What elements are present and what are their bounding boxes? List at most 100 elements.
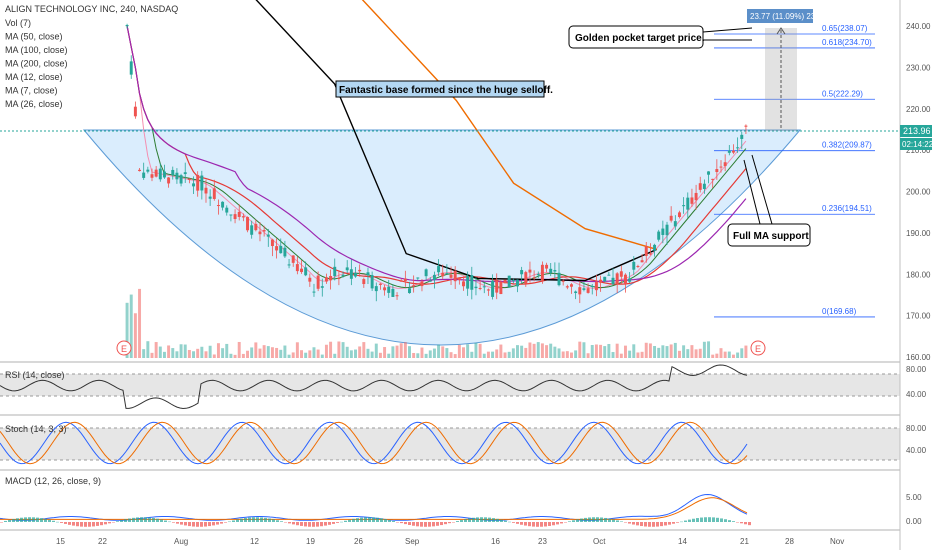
candle-body	[179, 175, 183, 184]
candle-body	[570, 284, 573, 287]
macd-histogram-bar	[288, 522, 291, 524]
macd-histogram-bar	[104, 522, 107, 525]
candle-body	[138, 169, 142, 172]
price-tick: 240.00	[906, 22, 931, 31]
candle-body	[470, 275, 474, 290]
candle-body	[295, 264, 299, 272]
volume-bar	[162, 351, 166, 358]
macd-histogram-bar	[636, 522, 639, 526]
indicator-legend: Vol (7) MA (50, close) MA (100, close) MA (…	[5, 18, 68, 109]
macd-histogram-bar	[40, 518, 43, 522]
rsi-tick: 40.00	[906, 390, 927, 399]
earnings-label: E	[755, 344, 761, 354]
candle-body	[499, 281, 503, 295]
macd-histogram-bar	[52, 520, 55, 522]
candle-body	[378, 283, 382, 285]
candle-body	[324, 277, 328, 282]
macd-histogram-bar	[0, 522, 3, 523]
candle-body	[366, 272, 370, 276]
candle-body	[341, 274, 345, 277]
macd-histogram-bar	[436, 522, 439, 526]
macd-histogram-bar	[612, 519, 615, 522]
macd-histogram-bar	[708, 517, 711, 522]
volume-bar	[150, 352, 154, 358]
macd-histogram-bar	[640, 522, 643, 527]
support-callout-text: Full MA support	[733, 231, 809, 242]
volume-bar	[491, 351, 495, 358]
volume-bar	[507, 351, 511, 358]
macd-histogram-bar	[208, 522, 211, 527]
indicator-legend-item: Vol (7)	[5, 18, 31, 28]
volume-bar	[624, 345, 627, 358]
macd-histogram-bar	[344, 520, 347, 522]
volume-bar	[324, 344, 328, 358]
candle-body	[594, 281, 598, 291]
candle-body	[590, 285, 594, 287]
macd-histogram-bar	[432, 522, 435, 527]
candle-body	[304, 267, 308, 276]
volume-bar	[125, 302, 129, 358]
volume-bar	[187, 349, 191, 358]
candle-body	[578, 287, 582, 295]
rsi-title: RSI (14, close)	[5, 370, 65, 380]
volume-bar	[545, 345, 549, 358]
candle-body	[462, 281, 465, 287]
macd-histogram-bar	[696, 518, 699, 522]
macd-histogram-bar	[16, 518, 19, 522]
macd-histogram-bar	[364, 517, 367, 522]
volume-bar	[557, 348, 561, 358]
candle-body	[154, 169, 158, 177]
earnings-marker[interactable]	[116, 340, 132, 356]
volume-bar	[644, 342, 648, 358]
macd-histogram-bar	[492, 518, 495, 522]
macd-histogram-bar	[656, 522, 659, 527]
candle-body	[474, 286, 478, 289]
volume-bar	[241, 353, 245, 358]
candle-body	[574, 291, 578, 294]
macd-histogram-bar	[140, 517, 143, 522]
macd-histogram-bar	[328, 522, 331, 525]
macd-histogram-bar	[748, 522, 751, 526]
earnings-marker[interactable]	[750, 340, 766, 356]
fib-label: 0.382(209.87)	[822, 141, 872, 150]
volume-bar	[270, 347, 274, 358]
moving-averages	[126, 0, 747, 289]
volume-bar	[308, 350, 312, 358]
candle-body	[395, 295, 399, 297]
volume-bar	[374, 343, 378, 358]
candle-body	[482, 286, 486, 288]
candle-body	[677, 212, 681, 217]
time-tick: 12	[250, 537, 259, 546]
macd-histogram-bar	[644, 522, 647, 527]
candle-body	[653, 244, 657, 251]
volume-bar	[578, 341, 582, 358]
macd-histogram-bar	[724, 519, 727, 522]
candle-body	[702, 183, 706, 189]
macd-histogram-bar	[200, 522, 203, 527]
macd-title: MACD (12, 26, close, 9)	[5, 476, 101, 486]
macd-histogram-bar	[688, 519, 691, 522]
macd-histogram-bar	[596, 517, 599, 522]
macd-histogram-bar	[320, 522, 323, 527]
volume-bar	[287, 354, 291, 358]
macd-histogram-bar	[112, 522, 115, 523]
stoch-title: Stoch (14, 3, 3)	[5, 424, 67, 434]
macd-histogram-bar	[384, 519, 387, 522]
macd-histogram-bar	[252, 517, 255, 522]
macd-histogram-bar	[144, 517, 147, 522]
candle-body	[308, 277, 312, 282]
candle-body	[416, 277, 420, 279]
fib-label: 0.618(234.70)	[822, 38, 872, 47]
macd-histogram-bar	[544, 522, 547, 527]
volume-bar	[300, 350, 303, 358]
candle-body	[516, 279, 519, 287]
volume-bar	[636, 352, 640, 358]
volume-bar	[549, 343, 553, 358]
candle-body	[362, 279, 366, 285]
stoch-line	[0, 421, 748, 465]
last-price-tag	[900, 125, 932, 137]
volume-bar	[615, 343, 619, 358]
macd-histogram-bar	[188, 522, 191, 527]
time-tick: 21	[740, 537, 749, 546]
macd-histogram-bar	[276, 520, 279, 522]
